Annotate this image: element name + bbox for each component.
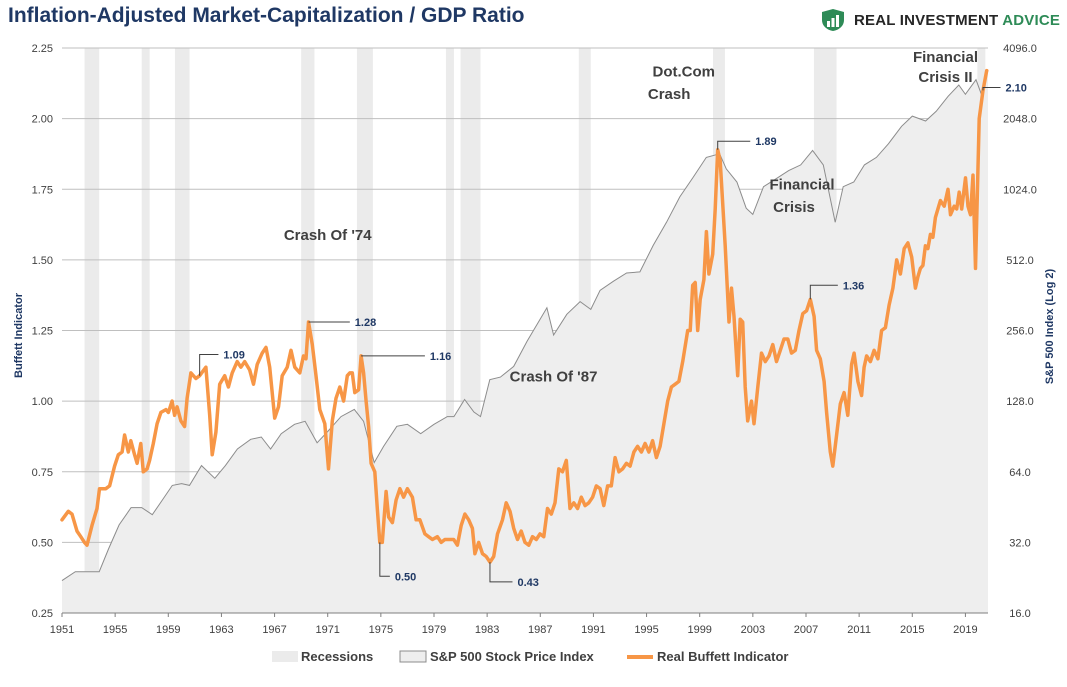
x-tick-label: 1971 xyxy=(315,624,339,636)
event-annotation: Crash Of '74 xyxy=(284,227,372,244)
x-tick-label: 1995 xyxy=(634,624,658,636)
callout-label: 0.43 xyxy=(517,577,538,589)
y2-tick-label: 16.0 xyxy=(1009,608,1030,620)
y2-tick-label: 256.0 xyxy=(1006,326,1034,338)
x-tick-label: 1951 xyxy=(50,624,74,636)
y2-tick-label: 32.0 xyxy=(1009,537,1030,549)
y2-tick-label: 4096.0 xyxy=(1003,43,1037,55)
x-tick-label: 2011 xyxy=(847,624,871,636)
x-tick-label: 1999 xyxy=(687,624,711,636)
sp500-line xyxy=(61,69,989,582)
callout-leader xyxy=(809,284,838,300)
x-tick-label: 1987 xyxy=(528,624,552,636)
brand-name-accent: ADVICE xyxy=(1002,11,1061,29)
callout-leader xyxy=(379,542,390,577)
callout-label: 1.89 xyxy=(755,136,776,148)
legend-label-sp500: S&P 500 Stock Price Index xyxy=(430,649,595,664)
y-tick-label: 1.25 xyxy=(32,326,53,338)
y-tick-label: 1.50 xyxy=(32,255,53,267)
y2-tick-label: 512.0 xyxy=(1006,255,1034,267)
x-tick-label: 1979 xyxy=(422,624,446,636)
x-tick-label: 1967 xyxy=(262,624,286,636)
x-tick-label: 1991 xyxy=(581,624,605,636)
y-tick-label: 1.00 xyxy=(32,396,53,408)
sp500-series xyxy=(61,69,989,613)
x-tick-label: 1963 xyxy=(209,624,233,636)
sp500-area xyxy=(62,70,988,613)
x-tick-label: 2003 xyxy=(741,624,765,636)
callout-leader xyxy=(199,354,219,376)
brand-name-primary: REAL INVESTMENT xyxy=(854,11,999,29)
legend: Recessions S&P 500 Stock Price Index Real … xyxy=(272,649,788,664)
buffett-line xyxy=(60,68,989,564)
x-tick-label: 2019 xyxy=(953,624,977,636)
brand-name: REAL INVESTMENT ADVICE xyxy=(854,12,1060,29)
shield-icon xyxy=(822,9,844,31)
y-tick-label: 1.75 xyxy=(32,184,53,196)
x-tick-label: 1959 xyxy=(156,624,180,636)
buffett-series xyxy=(60,68,989,564)
y2-axis-title: S&P 500 Index (Log 2) xyxy=(1044,268,1056,384)
event-annotation: Crash xyxy=(648,86,691,103)
callout-label: 2.10 xyxy=(1006,83,1027,95)
y-axis-title: Buffett Indicator xyxy=(13,292,25,378)
event-annotation: Dot.Com xyxy=(653,63,716,80)
axes: 0.25 0.50 0.75 1.00 1.25 1.50 1.75 2.00 2.25 16.0… xyxy=(13,43,1056,636)
y-tick-label: 0.25 xyxy=(32,608,53,620)
callout-label: 1.36 xyxy=(843,280,864,292)
legend-label-buffett: Real Buffett Indicator xyxy=(657,649,788,664)
x-tick-label: 2015 xyxy=(900,624,924,636)
callout-leader xyxy=(717,140,751,150)
y2-tick-label: 2048.0 xyxy=(1003,114,1037,126)
y-tick-label: 0.75 xyxy=(32,467,53,479)
annotations: Crash Of '74 Crash Of '87 Dot.Com Crash Fina… xyxy=(199,49,1027,589)
callout-leader xyxy=(982,87,1001,91)
event-annotation: Financial xyxy=(769,176,834,193)
event-annotation: Financial xyxy=(913,49,978,66)
legend-swatch-recessions xyxy=(272,651,298,662)
callout-label: 0.50 xyxy=(395,571,416,583)
y2-tick-label: 64.0 xyxy=(1009,467,1030,479)
x-tick-label: 2007 xyxy=(794,624,818,636)
callout-label: 1.09 xyxy=(223,350,244,362)
callout-label: 1.28 xyxy=(355,317,376,329)
y2-tick-label: 1024.0 xyxy=(1003,184,1037,196)
brand-logo: REAL INVESTMENT ADVICE xyxy=(820,8,1060,32)
event-annotation: Crisis xyxy=(773,199,815,216)
y-tick-label: 2.25 xyxy=(32,43,53,55)
x-tick-label: 1955 xyxy=(103,624,127,636)
chart-title: Inflation-Adjusted Market-Capitalization… xyxy=(8,4,525,27)
event-annotation: Crash Of '87 xyxy=(510,368,598,385)
y-tick-label: 0.50 xyxy=(32,537,53,549)
callout-label: 1.16 xyxy=(430,351,451,363)
x-tick-label: 1975 xyxy=(369,624,393,636)
y2-tick-label: 128.0 xyxy=(1006,396,1034,408)
legend-label-recessions: Recessions xyxy=(301,649,373,664)
y-tick-label: 2.00 xyxy=(32,114,53,126)
x-tick-label: 1983 xyxy=(475,624,499,636)
event-annotation: Crisis II xyxy=(918,69,972,86)
legend-swatch-sp500 xyxy=(399,650,427,663)
callout-leader xyxy=(489,562,513,583)
